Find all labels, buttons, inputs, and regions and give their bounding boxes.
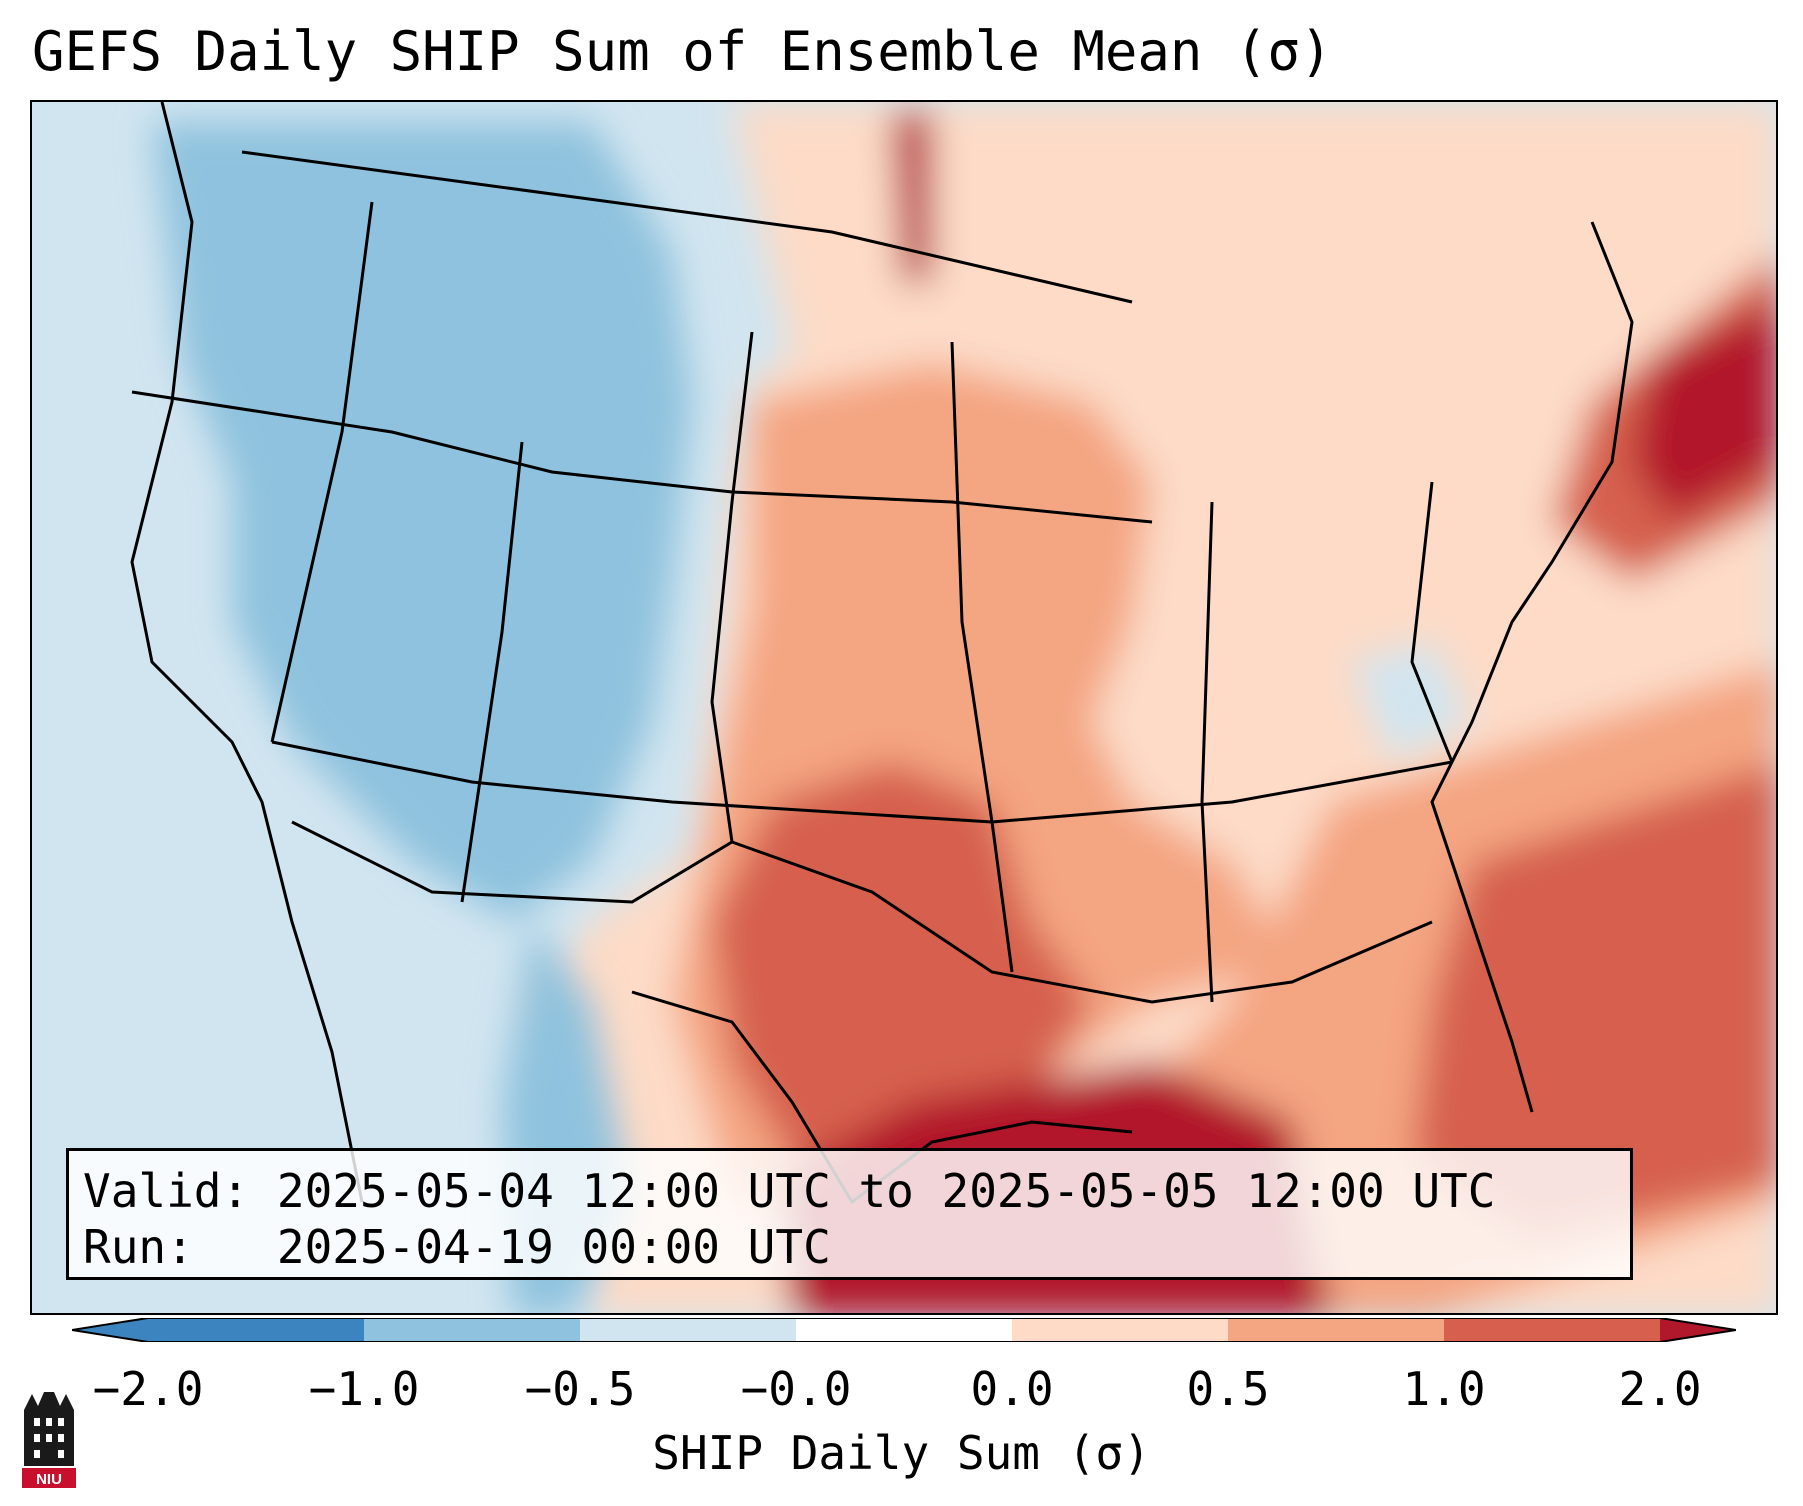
- colorbar-tick-label: −2.0: [92, 1362, 204, 1416]
- logo-text: NIU: [36, 1471, 62, 1488]
- colorbar-extend-high: [1660, 1318, 1736, 1342]
- colorbar-segment-2: [364, 1318, 580, 1342]
- colorbar-tick-label: −0.5: [524, 1362, 636, 1416]
- valid-line: Valid: 2025-05-04 12:00 UTC to 2025-05-0…: [83, 1163, 1616, 1219]
- state-line-east-2: [1410, 481, 1454, 763]
- colorbar-segment-7: [1444, 1318, 1660, 1342]
- ship-anomaly-map: [32, 102, 1776, 1313]
- colorbar-label: SHIP Daily Sum (σ): [652, 1426, 1151, 1480]
- atlantic-coastline: [1430, 221, 1634, 1113]
- colorbar-tick-label: 0.5: [1186, 1362, 1270, 1416]
- pacific-coastline: [130, 102, 364, 1203]
- canada-border: [241, 150, 1133, 304]
- chart-title: GEFS Daily SHIP Sum of Ensemble Mean (σ): [32, 20, 1333, 83]
- valid-label: Valid:: [83, 1164, 250, 1218]
- run-label: Run:: [83, 1220, 194, 1274]
- university-tower-logo: NIU: [22, 1392, 76, 1488]
- state-line-east-1: [1200, 501, 1214, 1003]
- state-line-south: [291, 820, 1433, 1004]
- political-boundaries: [130, 102, 1634, 1205]
- state-line-north: [131, 390, 1153, 524]
- colorbar-segment-5: [1012, 1318, 1228, 1342]
- colorbar-tick-label: 2.0: [1618, 1362, 1702, 1416]
- valid-value: 2025-05-04 12:00 UTC to 2025-05-05 12:00…: [276, 1164, 1496, 1218]
- colorbar-tick-label: 0.0: [970, 1362, 1054, 1416]
- run-value: 2025-04-19 00:00 UTC: [276, 1220, 831, 1274]
- colorbar-tick-label: −1.0: [308, 1362, 420, 1416]
- map-panel: [30, 100, 1778, 1315]
- state-line-central-1: [710, 331, 754, 843]
- state-line-west-1: [270, 201, 374, 743]
- state-line-central-2: [950, 341, 1014, 973]
- colorbar-tick-label: 1.0: [1402, 1362, 1486, 1416]
- colorbar-segment-4: [796, 1318, 1012, 1342]
- colorbar: [72, 1318, 1736, 1342]
- state-line-middle: [271, 740, 1453, 824]
- colorbar-segment-3: [580, 1318, 796, 1342]
- logo-badge: [22, 1468, 76, 1488]
- run-line: Run: 2025-04-19 00:00 UTC: [83, 1219, 1616, 1275]
- colorbar-tick-label: −0.0: [740, 1362, 852, 1416]
- state-line-west-2: [460, 441, 524, 903]
- tower-icon: [24, 1392, 74, 1466]
- valid-run-info-box: Valid: 2025-05-04 12:00 UTC to 2025-05-0…: [66, 1148, 1633, 1280]
- colorbar-extend-low: [72, 1318, 148, 1342]
- colorbar-segment-1: [148, 1318, 364, 1342]
- colorbar-segment-6: [1228, 1318, 1444, 1342]
